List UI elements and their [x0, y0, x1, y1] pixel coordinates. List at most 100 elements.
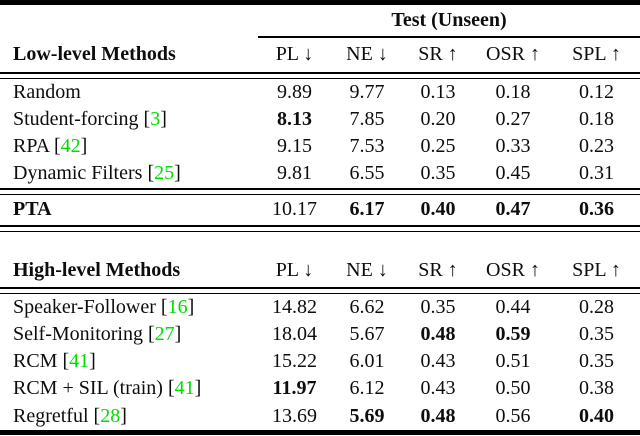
value-cell: 8.13 — [277, 107, 312, 130]
value-cell: 0.40 — [579, 404, 614, 427]
value-cell: 0.25 — [420, 135, 456, 158]
value-cell: 13.69 — [272, 404, 317, 427]
value-cell: 7.85 — [349, 107, 385, 130]
method-cell: Regretful [28] — [0, 405, 258, 428]
method-cell: RCM [41] — [0, 350, 258, 373]
column-header-sr: SR ↑ — [418, 43, 458, 66]
method-cell: Self-Monitoring [27] — [0, 323, 258, 346]
citation-ref[interactable]: [27] — [143, 322, 182, 345]
citation-number[interactable]: 25 — [154, 162, 175, 185]
value-cell: 0.45 — [495, 162, 531, 185]
value-cell: 0.44 — [495, 295, 531, 318]
low-level-header-row: Low-level Methods PL ↓ NE ↓ SR ↑ OSR ↑ SPL ↑ — [0, 38, 640, 72]
value-cell: 5.67 — [349, 322, 385, 345]
citation-number[interactable]: 41 — [174, 377, 195, 400]
method-cell: Speaker-Follower [16] — [0, 296, 258, 319]
column-header-spl: SPL ↑ — [572, 43, 621, 66]
citation-ref[interactable]: [3] — [138, 107, 167, 130]
citation-number[interactable]: 42 — [60, 135, 81, 158]
method-name: RCM — [13, 350, 58, 373]
table-row: Regretful [28] 13.69 5.69 0.48 0.56 0.40 — [0, 403, 640, 430]
value-cell: 5.69 — [349, 404, 385, 427]
table-title-row: Test (Unseen) — [0, 5, 640, 36]
title-underline-rule — [258, 36, 640, 38]
value-cell: 0.35 — [420, 295, 456, 318]
table-row: Self-Monitoring [27] 18.04 5.67 0.48 0.59 0.3… — [0, 321, 640, 348]
value-cell: 7.53 — [349, 135, 385, 158]
value-cell: 9.81 — [277, 162, 312, 185]
method-name: Dynamic Filters — [13, 162, 143, 185]
value-cell: 0.13 — [420, 80, 456, 103]
method-cell: Random — [0, 81, 258, 104]
method-cell: RPA [42] — [0, 135, 258, 158]
pta-summary-row: PTA 10.17 6.17 0.40 0.47 0.36 — [0, 195, 640, 225]
column-header-pl: PL ↓ — [275, 258, 314, 281]
citation-number[interactable]: 28 — [100, 404, 121, 427]
table-row: Random 9.89 9.77 0.13 0.18 0.12 — [0, 79, 640, 106]
section-label-high-level: High-level Methods — [13, 258, 181, 281]
value-cell: 0.50 — [495, 377, 531, 400]
method-cell: Dynamic Filters [25] — [0, 162, 258, 185]
section-label-low-level: Low-level Methods — [13, 43, 176, 66]
value-cell: 0.51 — [495, 350, 531, 373]
method-name: Speaker-Follower — [13, 295, 156, 318]
value-cell: 15.22 — [272, 350, 317, 373]
citation-number[interactable]: 27 — [154, 322, 175, 345]
column-header-ne: NE ↓ — [346, 258, 388, 281]
method-name: RCM + SIL (train) — [13, 377, 163, 400]
value-cell: 14.82 — [272, 295, 317, 318]
header-rule-2 — [0, 286, 640, 294]
value-cell: 0.12 — [579, 80, 614, 103]
value-cell: 0.20 — [420, 107, 456, 130]
value-cell: 9.89 — [277, 80, 312, 103]
method-cell: Student-forcing [3] — [0, 108, 258, 131]
citation-number[interactable]: 41 — [69, 350, 90, 373]
value-cell: 0.28 — [579, 295, 614, 318]
low-level-rows: Random 9.89 9.77 0.13 0.18 0.12 Student-forcin… — [0, 79, 640, 188]
table-row: Speaker-Follower [16] 14.82 6.62 0.35 0.44 0.… — [0, 294, 640, 321]
table-bottom-rule — [0, 429, 640, 435]
citation-ref[interactable]: [25] — [142, 162, 181, 185]
value-cell: 0.48 — [420, 404, 456, 427]
pta-top-rule — [0, 187, 640, 195]
value-cell: 0.35 — [579, 350, 614, 373]
value-cell: 6.55 — [349, 162, 385, 185]
high-level-header-row: High-level Methods PL ↓ NE ↓ SR ↑ OSR ↑ SPL … — [0, 254, 640, 287]
citation-ref[interactable]: [28] — [88, 404, 127, 427]
table-row: Student-forcing [3] 8.13 7.85 0.20 0.27 0.18 — [0, 106, 640, 133]
method-name: Regretful — [13, 404, 89, 427]
value-cell: 0.40 — [420, 198, 456, 221]
value-cell: 11.97 — [272, 377, 317, 400]
value-cell: 0.18 — [579, 107, 614, 130]
table-row: RCM + SIL (train) [41] 11.97 6.12 0.43 0.50 0… — [0, 375, 640, 402]
value-cell: 0.27 — [495, 107, 531, 130]
value-cell: 0.56 — [495, 404, 531, 427]
table-row: PTA 10.17 6.17 0.40 0.47 0.36 — [0, 195, 640, 225]
value-cell: 9.15 — [277, 135, 312, 158]
table-top-rule — [0, 0, 640, 5]
citation-ref[interactable]: [41] — [57, 350, 96, 373]
value-cell: 10.17 — [272, 198, 317, 221]
value-cell: 6.01 — [349, 350, 385, 373]
value-cell: 18.04 — [272, 322, 317, 345]
method-cell: RCM + SIL (train) [41] — [0, 377, 258, 400]
citation-ref[interactable]: [42] — [48, 135, 88, 158]
column-header-pl: PL ↓ — [275, 43, 314, 66]
value-cell: 0.35 — [420, 162, 456, 185]
column-header-ne: NE ↓ — [346, 43, 388, 66]
citation-number[interactable]: 3 — [150, 107, 161, 130]
value-cell: 0.47 — [495, 198, 531, 221]
section-gap — [0, 232, 640, 254]
table-row: RCM [41] 15.22 6.01 0.43 0.51 0.35 — [0, 348, 640, 375]
method-name: Self-Monitoring — [13, 322, 143, 345]
value-cell: 0.18 — [495, 80, 531, 103]
high-level-rows: Speaker-Follower [16] 14.82 6.62 0.35 0.44 0.… — [0, 294, 640, 430]
citation-ref[interactable]: [16] — [155, 295, 195, 318]
header-rule — [0, 71, 640, 79]
citation-ref[interactable]: [41] — [162, 377, 202, 400]
citation-number[interactable]: 16 — [167, 295, 188, 318]
method-name: Random — [13, 80, 81, 103]
table-row: Dynamic Filters [25] 9.81 6.55 0.35 0.45 0.31 — [0, 160, 640, 187]
method-name: RPA — [13, 135, 49, 158]
